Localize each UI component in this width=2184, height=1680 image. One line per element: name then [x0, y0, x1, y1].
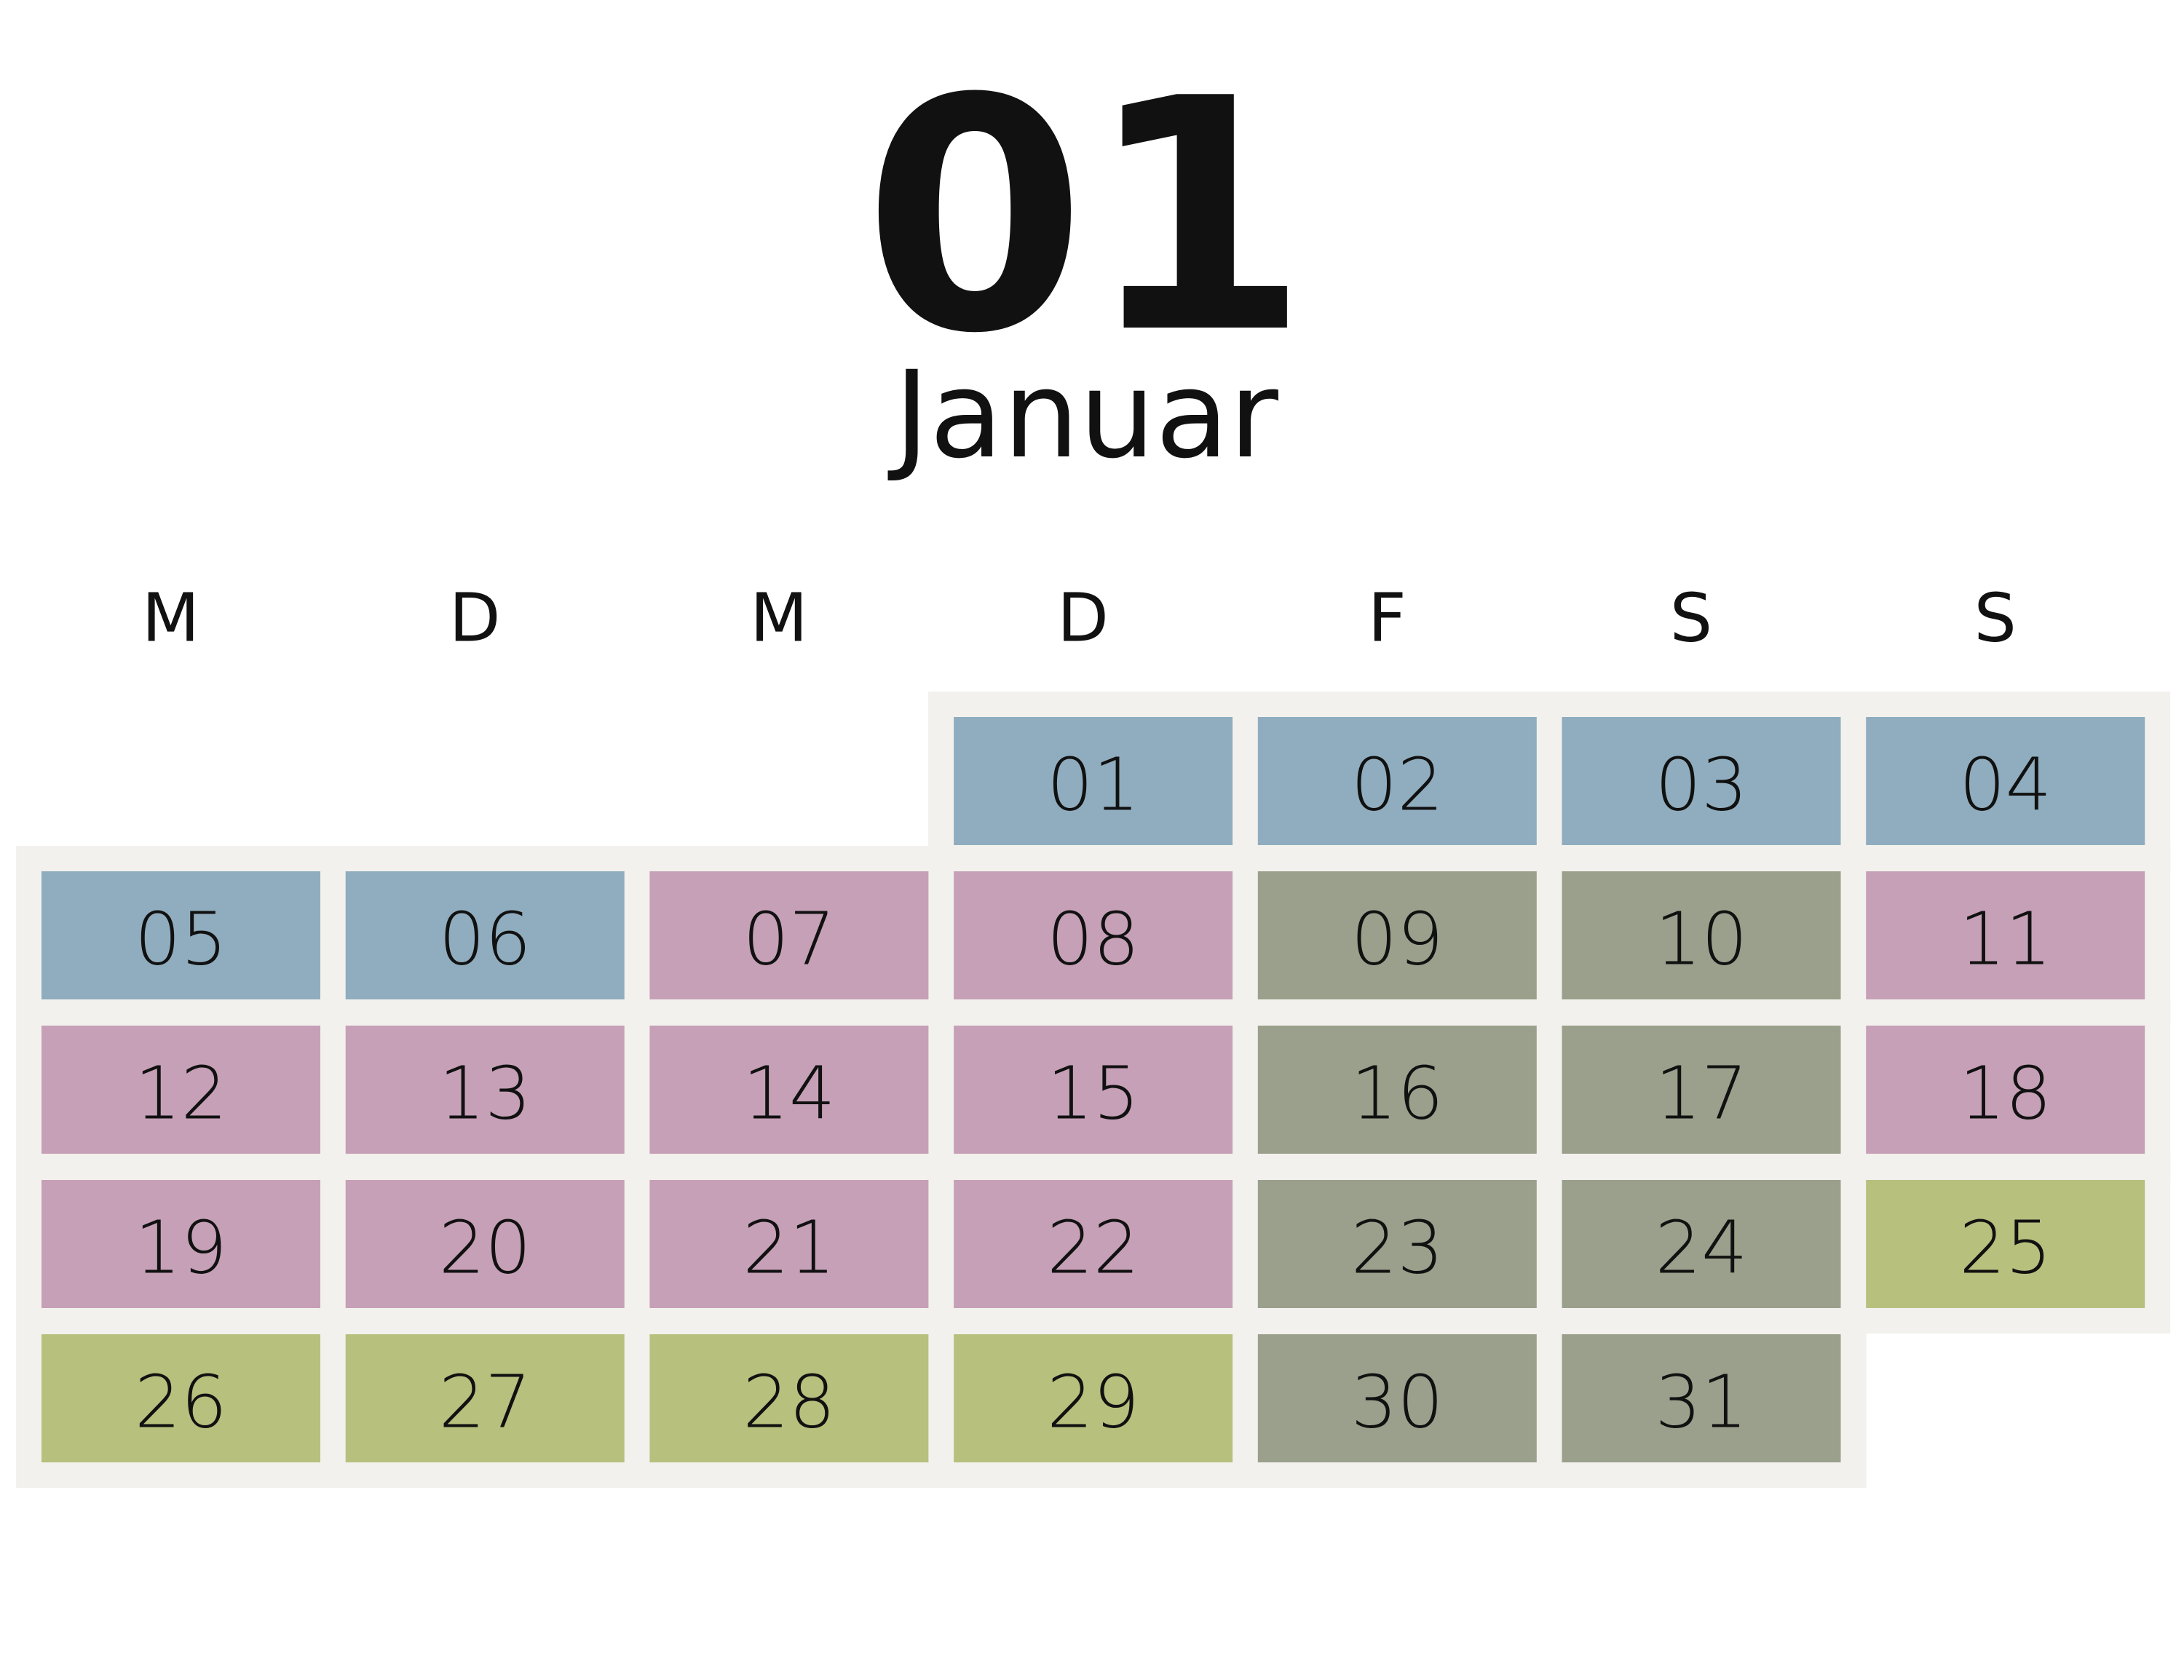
day-number: 25 — [1959, 1205, 2052, 1290]
day-number: 02 — [1351, 742, 1444, 827]
weekday-label: S — [1974, 579, 2016, 657]
day-cell — [1257, 1180, 1537, 1308]
day-number: 31 — [1655, 1359, 1747, 1444]
day-cell — [954, 1180, 1233, 1308]
day-number: 04 — [1959, 742, 2052, 827]
day-number: 23 — [1351, 1205, 1444, 1290]
weekday-label: F — [1368, 579, 1406, 657]
day-cell — [1866, 717, 2145, 845]
month-number: 01 — [863, 31, 1309, 403]
day-cell — [1866, 871, 2145, 999]
day-number: 08 — [1047, 896, 1139, 981]
day-number: 28 — [743, 1359, 835, 1444]
weekday-label: D — [449, 579, 501, 657]
day-number: 21 — [743, 1205, 835, 1290]
day-number: 12 — [135, 1050, 227, 1136]
day-cell — [954, 717, 1233, 845]
day-cell — [1257, 1334, 1537, 1462]
day-number: 10 — [1655, 896, 1747, 981]
day-number: 19 — [135, 1205, 227, 1290]
day-cell — [649, 871, 929, 999]
day-number: 22 — [1047, 1205, 1139, 1290]
day-cell — [649, 1334, 929, 1462]
day-cell — [954, 1026, 1233, 1154]
month-name: Januar — [887, 345, 1278, 485]
day-cell — [1866, 1180, 2145, 1308]
day-cell — [1562, 871, 1841, 999]
day-cell — [1562, 1180, 1841, 1308]
weekday-label: S — [1670, 579, 1712, 657]
day-cell — [954, 1334, 1233, 1462]
day-cell — [345, 1180, 625, 1308]
day-cell — [345, 1334, 625, 1462]
day-cell — [1257, 1026, 1537, 1154]
day-number: 14 — [743, 1050, 835, 1136]
day-cell — [41, 871, 320, 999]
day-cell — [1257, 871, 1537, 999]
day-cell — [1562, 717, 1841, 845]
day-number: 05 — [135, 896, 227, 981]
day-cell — [41, 1026, 320, 1154]
day-cell — [345, 1026, 625, 1154]
day-number: 13 — [439, 1050, 531, 1136]
day-number: 24 — [1655, 1205, 1747, 1290]
day-cell — [954, 871, 1233, 999]
day-number: 30 — [1351, 1359, 1444, 1444]
day-cell — [345, 871, 625, 999]
day-number: 11 — [1959, 896, 2052, 981]
day-number: 09 — [1351, 896, 1444, 981]
day-number: 16 — [1351, 1050, 1444, 1136]
day-number: 26 — [135, 1359, 227, 1444]
day-number: 03 — [1655, 742, 1747, 827]
day-cell — [1562, 1334, 1841, 1462]
day-number: 01 — [1047, 742, 1139, 827]
day-cell — [649, 1180, 929, 1308]
day-number: 29 — [1047, 1359, 1139, 1444]
day-number: 20 — [439, 1205, 531, 1290]
day-number: 27 — [439, 1359, 531, 1444]
day-cell — [41, 1334, 320, 1462]
day-number: 17 — [1655, 1050, 1747, 1136]
day-number: 07 — [743, 896, 835, 981]
weekday-label: M — [750, 579, 807, 657]
day-number: 15 — [1047, 1050, 1139, 1136]
day-cell — [41, 1180, 320, 1308]
day-number: 18 — [1959, 1050, 2052, 1136]
day-number: 06 — [439, 896, 531, 981]
day-cell — [1866, 1026, 2145, 1154]
day-cell — [649, 1026, 929, 1154]
day-cell — [1257, 717, 1537, 845]
day-cell — [1562, 1026, 1841, 1154]
weekday-label: D — [1057, 579, 1109, 657]
weekday-label: M — [142, 579, 199, 657]
